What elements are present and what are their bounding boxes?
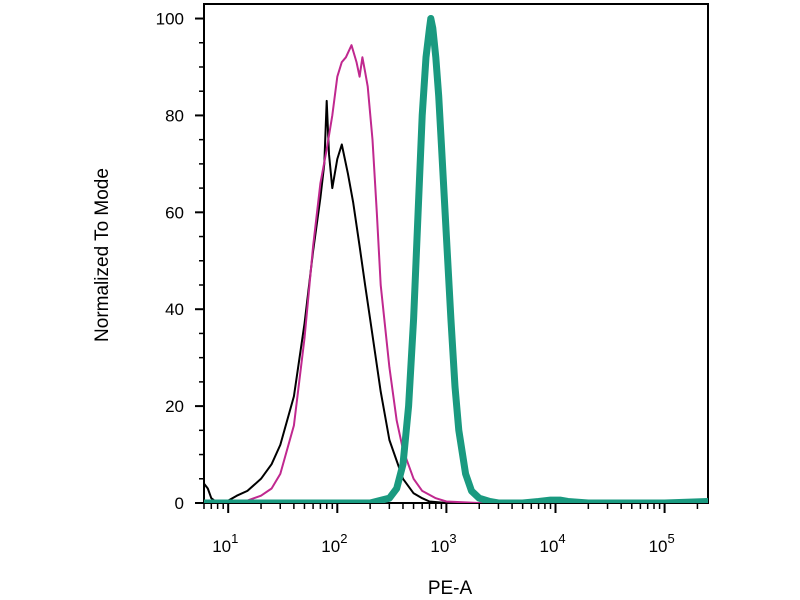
x-tick-exponent: 4	[558, 531, 565, 546]
y-axis-ticks: 0 20 40 60 80 100	[156, 10, 204, 513]
y-tick-label: 60	[165, 203, 184, 222]
series-line-2	[204, 44, 708, 503]
x-tick-exponent: 5	[668, 531, 675, 546]
x-tick-label: 105	[649, 531, 675, 556]
y-tick-label: 100	[156, 10, 184, 29]
x-tick-base: 10	[649, 537, 668, 556]
y-tick-label: 20	[165, 397, 184, 416]
x-axis-ticks: 101 102 103 104 105	[203, 503, 699, 556]
x-axis-label: PE-A	[428, 578, 473, 599]
series-line-3	[204, 15, 708, 503]
x-tick-exponent: 2	[340, 531, 347, 546]
x-tick-label: 104	[539, 531, 565, 556]
y-tick-label: 80	[165, 106, 184, 125]
series-lines	[204, 15, 708, 503]
y-axis-label: Normalized To Mode	[92, 168, 113, 342]
x-tick-exponent: 1	[231, 531, 238, 546]
x-tick-base: 10	[430, 537, 449, 556]
y-tick-label: 40	[165, 300, 184, 319]
x-tick-base: 10	[539, 537, 558, 556]
y-tick-label: 0	[175, 494, 184, 513]
x-tick-label: 101	[212, 531, 238, 556]
x-tick-exponent: 3	[449, 531, 456, 546]
x-tick-label: 103	[430, 531, 456, 556]
x-tick-base: 10	[321, 537, 340, 556]
x-tick-label: 102	[321, 531, 347, 556]
series-line-1	[204, 99, 708, 503]
x-tick-base: 10	[212, 537, 231, 556]
